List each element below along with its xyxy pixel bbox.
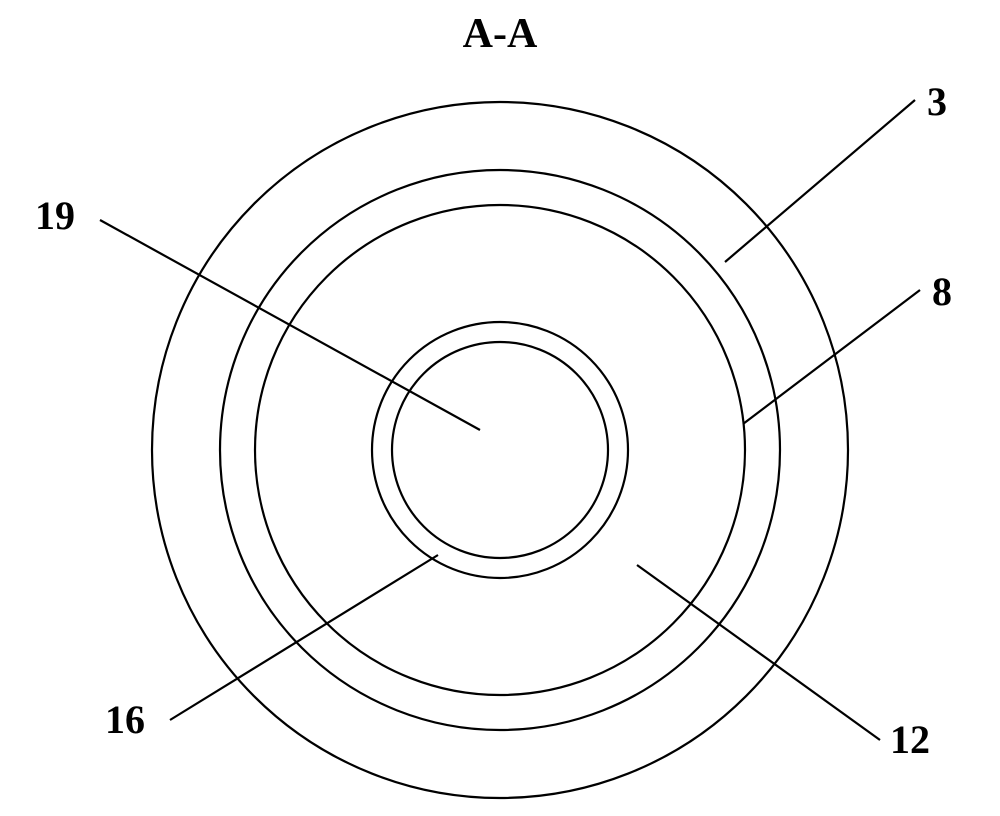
circle-ring16_outer — [372, 322, 628, 578]
circle-group — [152, 102, 848, 798]
leader-line-8 — [743, 290, 920, 424]
leader-group — [100, 100, 920, 740]
circle-outer — [152, 102, 848, 798]
circle-center — [392, 342, 608, 558]
callout-label-3: 3 — [927, 78, 947, 125]
circle-ring3_outer — [220, 170, 780, 730]
leader-line-16 — [170, 555, 438, 720]
leader-line-19 — [100, 220, 480, 430]
stage: A-A 38121916 — [0, 0, 1000, 816]
callout-label-8: 8 — [932, 268, 952, 315]
leader-line-3 — [725, 100, 915, 262]
callout-label-16: 16 — [105, 696, 145, 743]
diagram-svg — [0, 0, 1000, 816]
callout-label-19: 19 — [35, 192, 75, 239]
callout-label-12: 12 — [890, 716, 930, 763]
leader-line-12 — [637, 565, 880, 740]
